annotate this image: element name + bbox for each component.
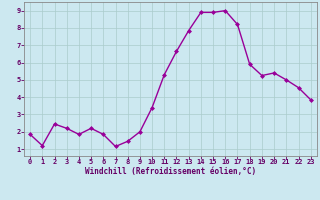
- X-axis label: Windchill (Refroidissement éolien,°C): Windchill (Refroidissement éolien,°C): [85, 167, 256, 176]
